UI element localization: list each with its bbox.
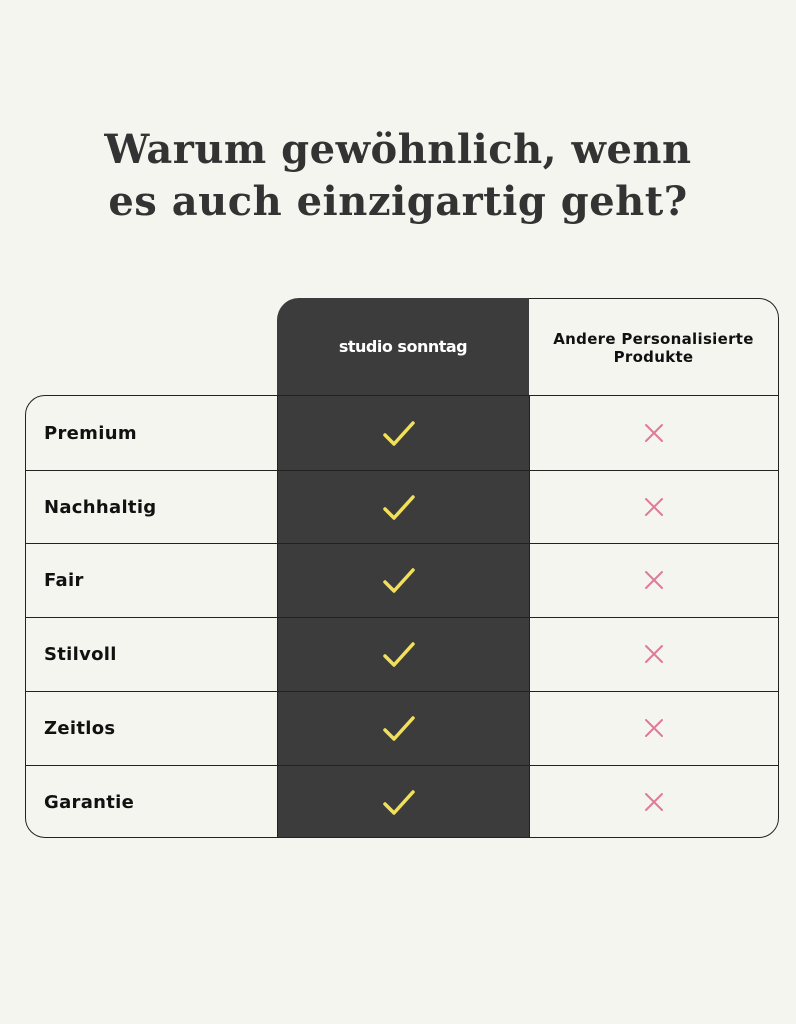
check-icon — [383, 790, 415, 815]
title-line-1: Warum gewöhnlich, wenn — [104, 126, 692, 173]
row-divider — [26, 617, 778, 618]
check-icon — [383, 495, 415, 520]
divider — [529, 395, 530, 838]
cross-icon — [645, 793, 663, 811]
cross-icon — [645, 424, 663, 442]
table-row: Nachhaltig — [26, 470, 778, 544]
cross-icon — [645, 571, 663, 589]
cross-icon — [645, 719, 663, 737]
check-icon — [383, 716, 415, 741]
feature-label: Premium — [44, 422, 137, 444]
page-title: Warum gewöhnlich, wenn es auch einzigart… — [0, 124, 796, 228]
feature-label: Stilvoll — [44, 643, 117, 665]
cross-icon — [645, 498, 663, 516]
check-icon — [383, 568, 415, 593]
check-icon — [383, 421, 415, 446]
feature-label: Garantie — [44, 791, 135, 813]
brand-column-header: studio sonntag — [338, 337, 468, 356]
feature-label: Nachhaltig — [44, 496, 157, 518]
table-row: Garantie — [26, 765, 778, 839]
brand-column-background — [277, 298, 529, 838]
table-row: Fair — [26, 543, 778, 617]
row-divider — [26, 765, 778, 766]
row-divider — [26, 543, 778, 544]
divider — [277, 395, 278, 838]
feature-label: Zeitlos — [44, 717, 116, 739]
table-row: Zeitlos — [26, 691, 778, 765]
cross-icon — [645, 645, 663, 663]
other-column-header: Andere Personalisierte Produkte — [529, 298, 779, 396]
row-divider — [26, 470, 778, 471]
check-icon — [383, 642, 415, 667]
row-divider — [26, 691, 778, 692]
feature-label: Fair — [44, 569, 84, 591]
table-row: Stilvoll — [26, 617, 778, 691]
table-row: Premium — [26, 396, 778, 470]
title-line-2: es auch einzigartig geht? — [108, 178, 688, 225]
